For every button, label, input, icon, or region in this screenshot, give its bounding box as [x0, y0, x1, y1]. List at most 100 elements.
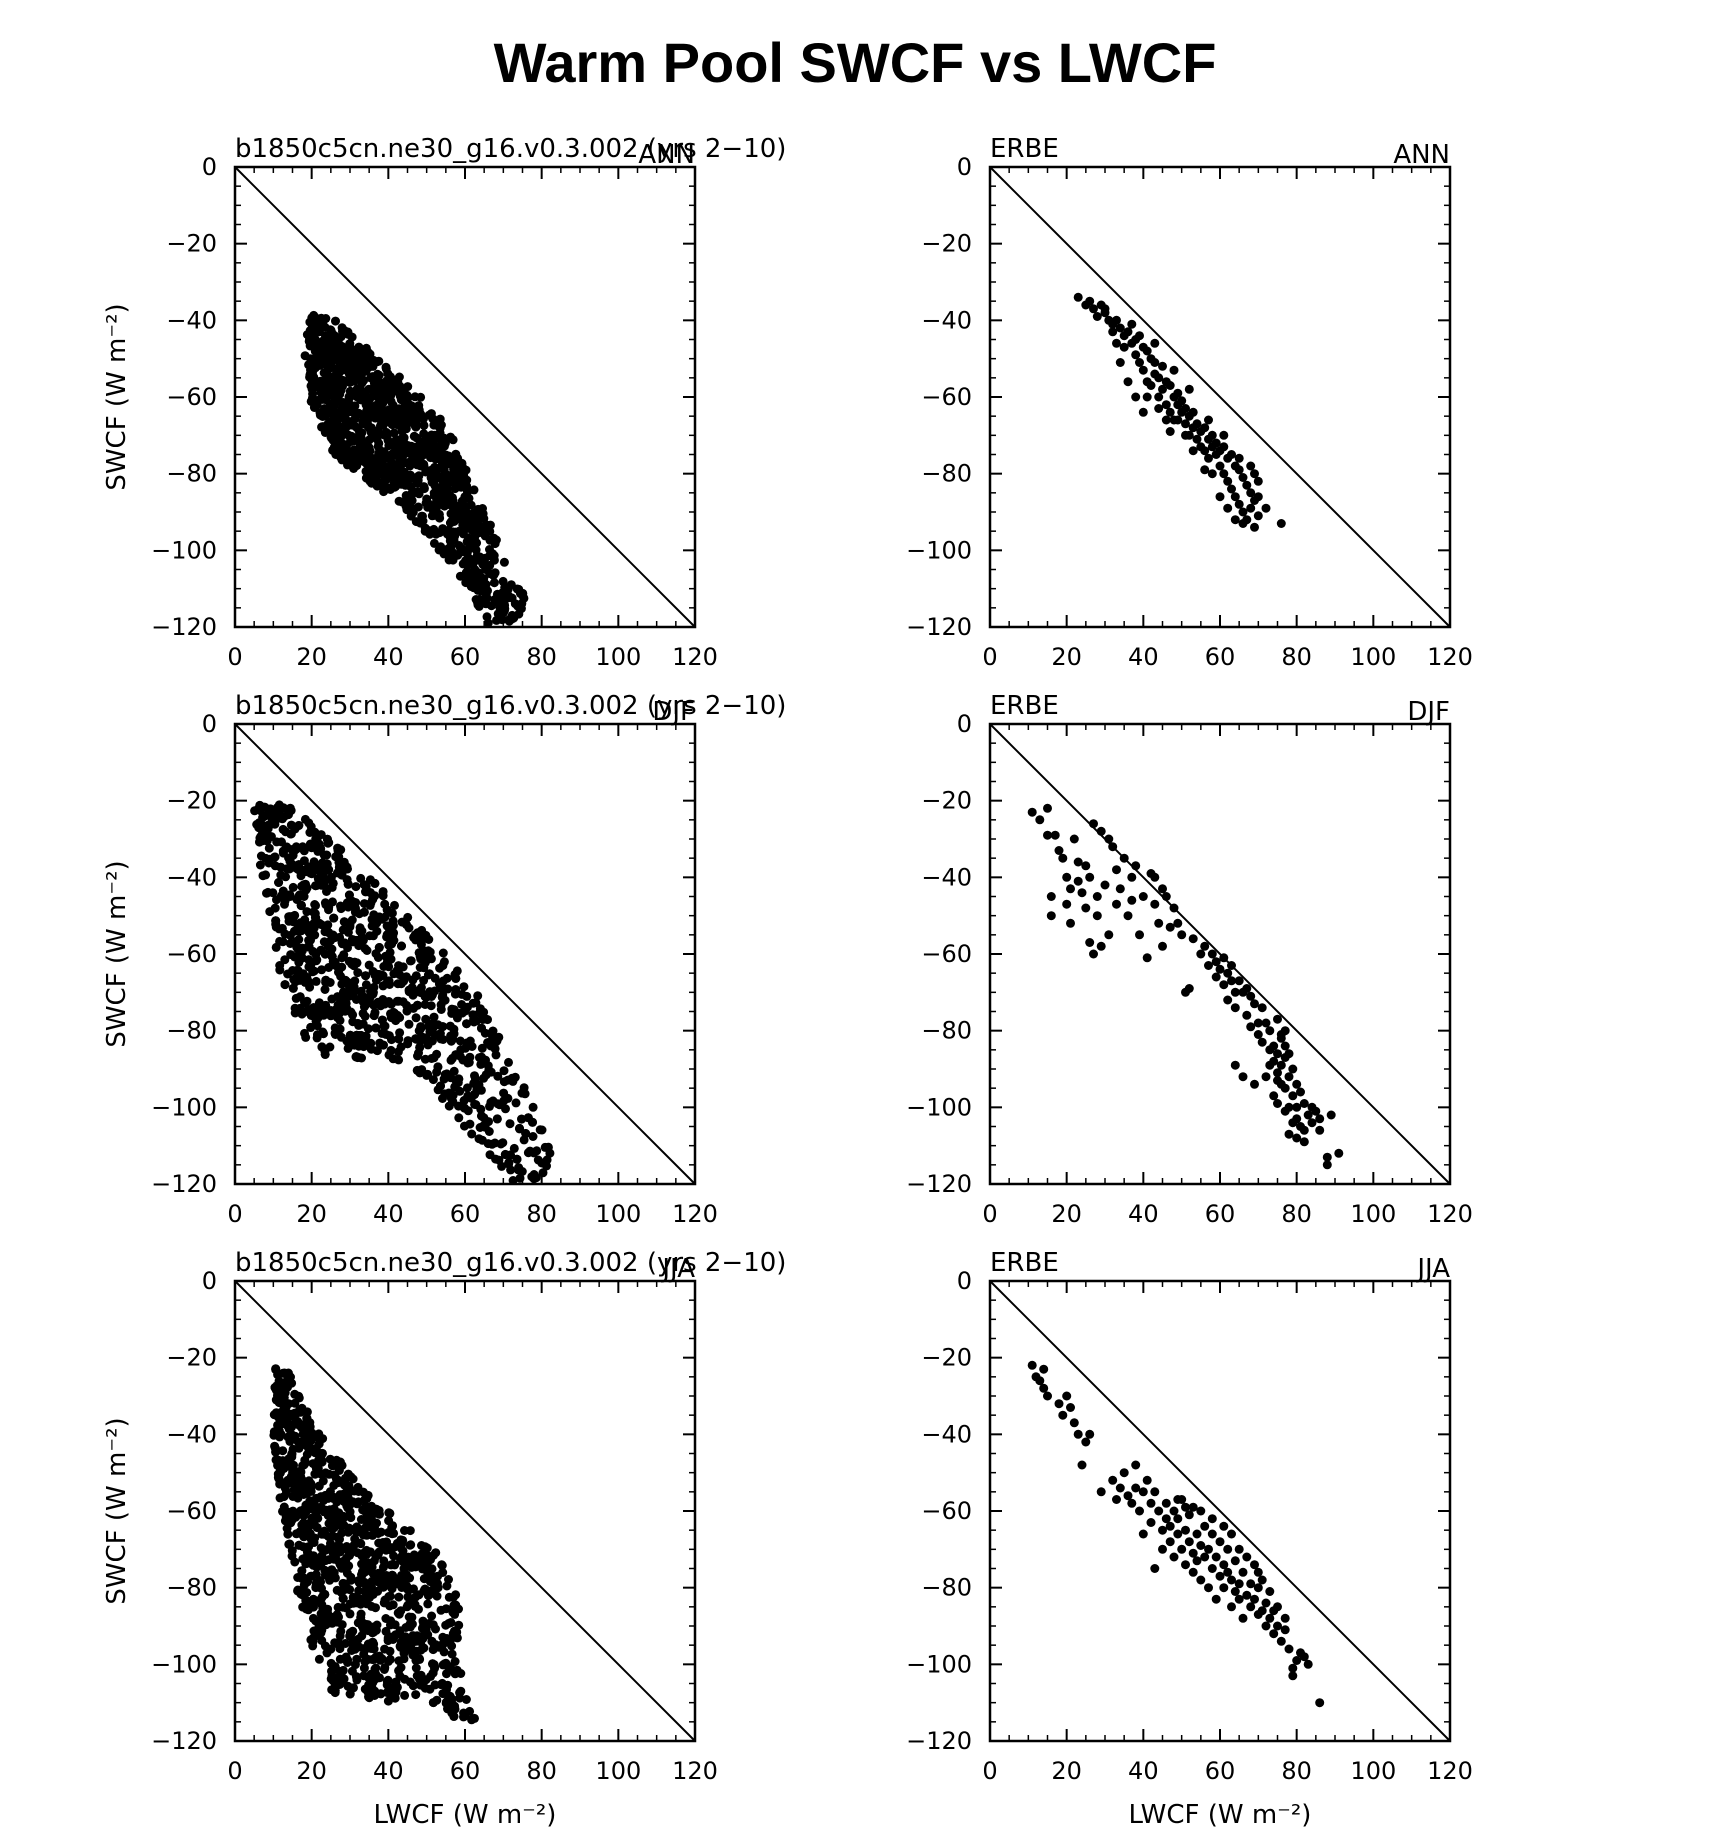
scatter-point — [1096, 1487, 1106, 1497]
x-tick-label: 100 — [1350, 1757, 1396, 1785]
scatter-point — [411, 1013, 421, 1023]
scatter-point — [420, 1542, 430, 1552]
scatter-point — [1039, 1383, 1049, 1393]
scatter-point — [351, 882, 361, 892]
scatter-point — [403, 1640, 413, 1650]
y-tick-label: −20 — [921, 230, 972, 258]
scatter-point — [292, 966, 302, 975]
scatter-point — [278, 886, 288, 896]
scatter-point — [447, 1641, 457, 1651]
scatter-point — [419, 975, 429, 985]
scatter-point — [344, 1523, 354, 1533]
scatter-point — [282, 1524, 292, 1533]
panel-left-title: b1850c5cn.ne30_g16.v0.3.002 (yrs 2−10) — [235, 691, 786, 721]
y-tick-label: −60 — [921, 383, 972, 411]
scatter-point — [455, 1688, 465, 1698]
scatter-point — [325, 1575, 335, 1585]
scatter-point — [1257, 1003, 1267, 1013]
scatter-point — [295, 1473, 305, 1483]
scatter-point — [344, 357, 354, 367]
scatter-point — [405, 1573, 415, 1583]
scatter-point — [1112, 315, 1121, 325]
scatter-point — [288, 917, 298, 927]
y-tick-label: −60 — [166, 1497, 217, 1525]
scatter-point — [313, 348, 322, 358]
scatter-point — [1207, 430, 1217, 440]
x-tick-label: 60 — [1205, 643, 1236, 671]
scatter-point — [317, 1042, 327, 1052]
scatter-point — [323, 920, 333, 930]
scatter-point — [481, 1070, 491, 1080]
scatter-point — [1123, 327, 1133, 337]
scatter-point — [311, 1616, 321, 1626]
scatter-point — [451, 1050, 461, 1060]
scatter-point — [1219, 442, 1229, 452]
scatter-point — [1219, 1583, 1229, 1593]
scatter-point — [1315, 1114, 1325, 1124]
scatter-point — [304, 955, 314, 965]
scatter-point — [382, 388, 392, 398]
scatter-point — [398, 409, 408, 419]
scatter-point — [1112, 865, 1121, 875]
scatter-point — [459, 520, 469, 530]
scatter-point — [1284, 1129, 1294, 1139]
scatter-point — [1200, 1552, 1210, 1562]
scatter-point — [270, 1383, 280, 1392]
scatter-point — [1207, 949, 1217, 959]
scatter-point — [323, 941, 333, 951]
scatter-point — [1334, 1148, 1344, 1158]
scatter-point — [264, 843, 274, 853]
scatter-point — [1173, 918, 1183, 928]
scatter-point — [285, 890, 295, 900]
scatter-point — [498, 1138, 508, 1148]
scatter-point — [411, 1646, 421, 1656]
scatter-point — [1273, 1602, 1282, 1612]
scatter-point — [1230, 515, 1240, 525]
scatter-point — [1238, 1072, 1248, 1082]
scatter-point — [383, 1528, 393, 1537]
scatter-point — [1196, 1575, 1206, 1585]
scatter-point — [1108, 327, 1118, 337]
scatter-point — [360, 388, 370, 398]
scatter-point — [470, 1071, 479, 1081]
scatter-point — [469, 583, 479, 593]
scatter-point — [1108, 1475, 1118, 1485]
scatter-point — [1135, 1506, 1144, 1516]
scatter-point — [1138, 1529, 1148, 1539]
scatter-point — [329, 913, 339, 923]
y-tick-label: −100 — [906, 1650, 972, 1678]
scatter-point — [1165, 407, 1175, 417]
scatter-point — [1062, 872, 1072, 882]
scatter-point — [425, 1684, 435, 1694]
scatter-point — [1131, 350, 1141, 360]
scatter-point — [459, 1096, 469, 1105]
scatter-point — [542, 1155, 552, 1165]
scatter-point — [438, 460, 448, 470]
scatter-point — [359, 899, 369, 909]
scatter-point — [1123, 377, 1133, 387]
scatter-point — [1181, 1560, 1190, 1570]
scatter-point — [324, 1489, 334, 1499]
scatter-point — [416, 1680, 425, 1690]
scatter-point — [360, 944, 370, 953]
scatter-point — [1219, 1521, 1229, 1531]
scatter-point — [1188, 407, 1198, 417]
scatter-point — [436, 1605, 446, 1615]
scatter-point — [417, 931, 426, 941]
scatter-point — [286, 1430, 296, 1439]
scatter-point — [1276, 519, 1286, 528]
scatter-point — [416, 988, 426, 998]
x-tick-label: 20 — [1051, 1200, 1082, 1228]
scatter-point — [1054, 846, 1064, 855]
scatter-point — [409, 932, 419, 942]
scatter-point — [1207, 1529, 1217, 1539]
scatter-point — [314, 1481, 324, 1491]
scatter-point — [429, 1660, 439, 1670]
scatter-point — [1238, 1613, 1248, 1623]
scatter-point — [306, 839, 315, 849]
scatter-point — [1299, 1125, 1309, 1135]
scatter-point — [1299, 1137, 1309, 1147]
scatter-point — [311, 1463, 321, 1473]
scatter-point — [330, 1662, 340, 1672]
scatter-point — [289, 1460, 298, 1470]
